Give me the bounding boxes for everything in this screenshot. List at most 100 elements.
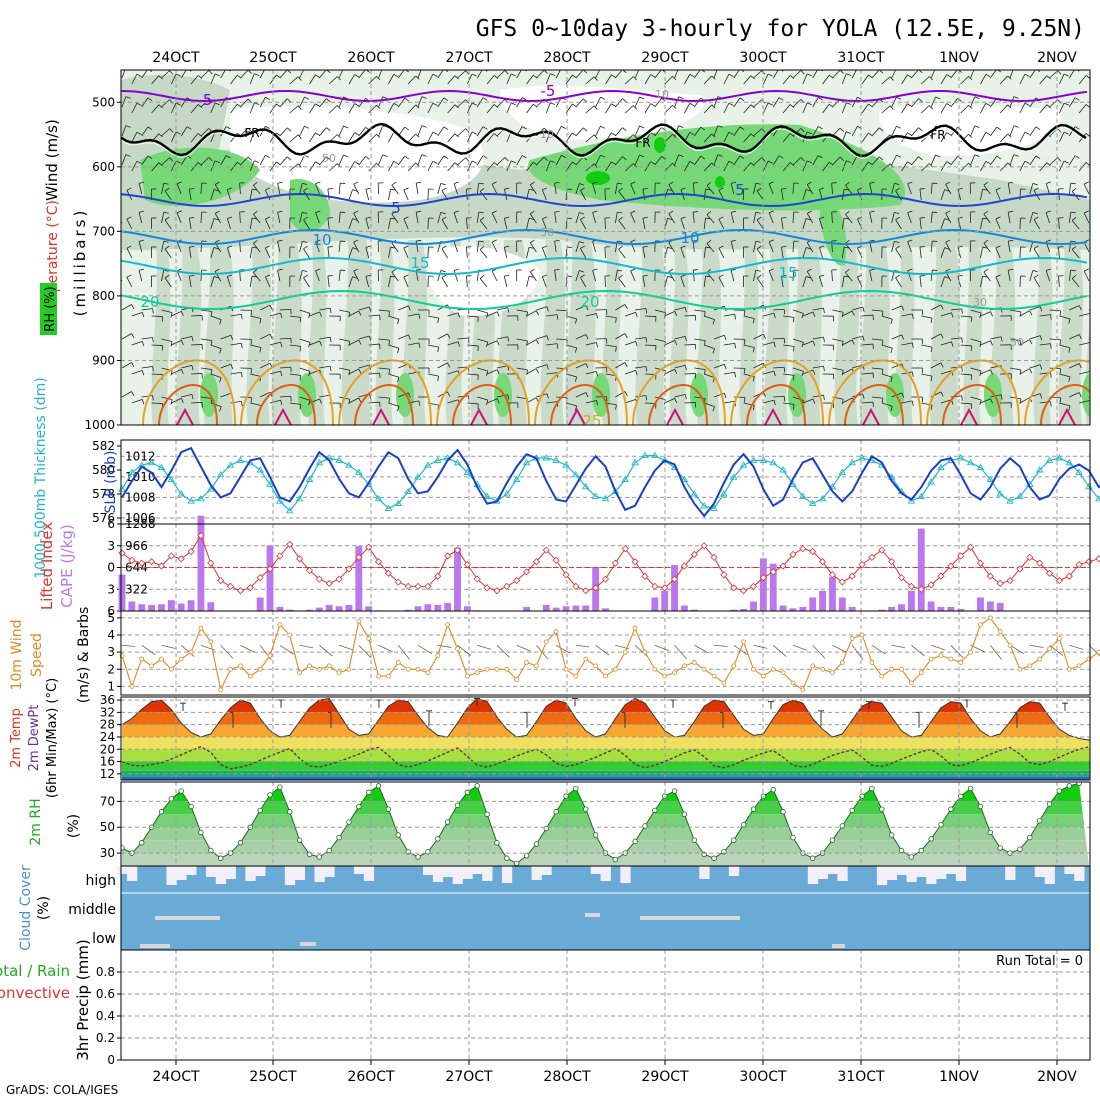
thickness-point (276, 497, 284, 504)
wind-barb-staff (862, 343, 874, 346)
wind-speed-point (642, 649, 648, 655)
li-point (414, 582, 422, 590)
li-point (1065, 572, 1073, 580)
wind-barb-staff (871, 367, 883, 370)
wind-barb-staff (654, 396, 666, 401)
wind-barb-flag (812, 340, 816, 346)
wind-barb-staff (161, 157, 170, 166)
wind-barb-flag (944, 218, 950, 221)
wind-barb-staff (214, 184, 222, 195)
wind-barb-flag (486, 312, 489, 318)
wind-barb-flag (391, 181, 397, 186)
wind-barb-flag (115, 182, 119, 185)
wind-barb-flag (895, 274, 900, 279)
li-point (177, 555, 185, 563)
wind-barb-staff (960, 75, 969, 85)
wind-barb-flag (624, 362, 628, 368)
wind-barb-flag (951, 341, 954, 347)
bottom-date-label: 25OCT (249, 1069, 297, 1085)
wind-barb-staff (391, 213, 399, 224)
wind-barb-staff (479, 191, 488, 201)
wind-barb-staff (763, 160, 769, 172)
wind-barb-staff (253, 243, 261, 253)
wind-barb-flag (1014, 68, 1019, 70)
wind-barb-flag (1008, 268, 1014, 271)
wind-barb-flag (756, 274, 762, 279)
wind-barb-staff (190, 75, 199, 85)
wind-barb-staff (604, 246, 606, 259)
wind-speed-point (760, 673, 766, 679)
rh-point (257, 807, 263, 814)
wind-barb-flag (422, 68, 427, 70)
wind-barb-staff (141, 155, 149, 166)
li-point (927, 581, 935, 589)
wind-speed-point (247, 673, 253, 679)
clear-high-cloud (600, 866, 611, 881)
wind-barb-flag (862, 393, 865, 399)
wind-barb-flag (932, 211, 938, 213)
wind-barb-staff (980, 132, 987, 143)
wind-barb-staff (802, 102, 808, 114)
wind-barb-staff (365, 218, 370, 230)
wind-barb-flag (894, 240, 900, 243)
wind-barb-staff (703, 247, 706, 259)
wind-barb-staff (151, 104, 160, 114)
wind-tick-label: 5 (107, 611, 115, 625)
wind-barb-flag (995, 274, 1001, 278)
wind-barb-flag (896, 154, 902, 158)
wind-barb-staff (580, 248, 587, 259)
wind-barb-staff (151, 75, 160, 85)
wind-barb-flag (136, 160, 142, 164)
wind-barb-flag (684, 394, 687, 400)
wind-barb-flag (718, 274, 724, 278)
wind-barb-flag (642, 216, 648, 219)
wind-speed-point (1096, 649, 1100, 655)
wind-barb-staff (832, 367, 844, 371)
wind-barb-flag (170, 399, 173, 405)
wind-barb-flag (524, 70, 527, 72)
precip-axis-label: 3hr Precip (mm) (74, 939, 92, 1060)
li-point (552, 556, 560, 564)
rh-point (543, 825, 549, 832)
wind-barb-staff (164, 248, 172, 259)
wind-barb-flag (979, 312, 982, 318)
top-date-label: 31OCT (837, 50, 885, 66)
wind-barb-flag (582, 98, 588, 103)
wind-barb-flag (667, 217, 673, 221)
wind-barb-flag (1029, 368, 1033, 374)
wind-barb-staff (768, 212, 774, 224)
wind-barb-staff (249, 247, 253, 259)
wind-barb-flag (700, 126, 706, 131)
wind-barb-flag (818, 155, 823, 159)
wind-barb-staff (605, 315, 617, 319)
wind-barb-flag (940, 304, 944, 310)
cloud-level-high: high (85, 873, 116, 889)
wind-barb-staff (353, 184, 360, 195)
wind-barb-flag (1046, 268, 1052, 271)
cape-bar (118, 574, 126, 611)
wind-barb-flag (819, 245, 825, 248)
wind-barb-flag (241, 372, 243, 378)
li-point (828, 571, 837, 579)
wind-barb-flag (393, 103, 399, 107)
wind-barb-staff (1039, 343, 1051, 346)
temp-color-band (122, 776, 1090, 780)
wind-barb-staff (506, 73, 512, 85)
wind-barb-staff (1049, 128, 1058, 137)
li-point (207, 559, 215, 567)
rh-point (365, 789, 372, 796)
wind-barb-staff (465, 247, 468, 259)
wind-barb-flag (645, 308, 648, 314)
wind-barb-staff (891, 125, 897, 137)
wind-barb-staff (881, 402, 893, 407)
wind-barb-staff (230, 342, 242, 346)
wind-barb-flag (1032, 183, 1038, 186)
wind-barb-staff (980, 189, 983, 201)
wind-barb-flag (961, 395, 963, 401)
cape-bar (977, 597, 984, 611)
wind-barb-staff (668, 242, 675, 253)
wind-barb-flag (755, 269, 761, 272)
wind-barb-staff (437, 155, 445, 166)
wind-barb-staff (131, 370, 143, 375)
